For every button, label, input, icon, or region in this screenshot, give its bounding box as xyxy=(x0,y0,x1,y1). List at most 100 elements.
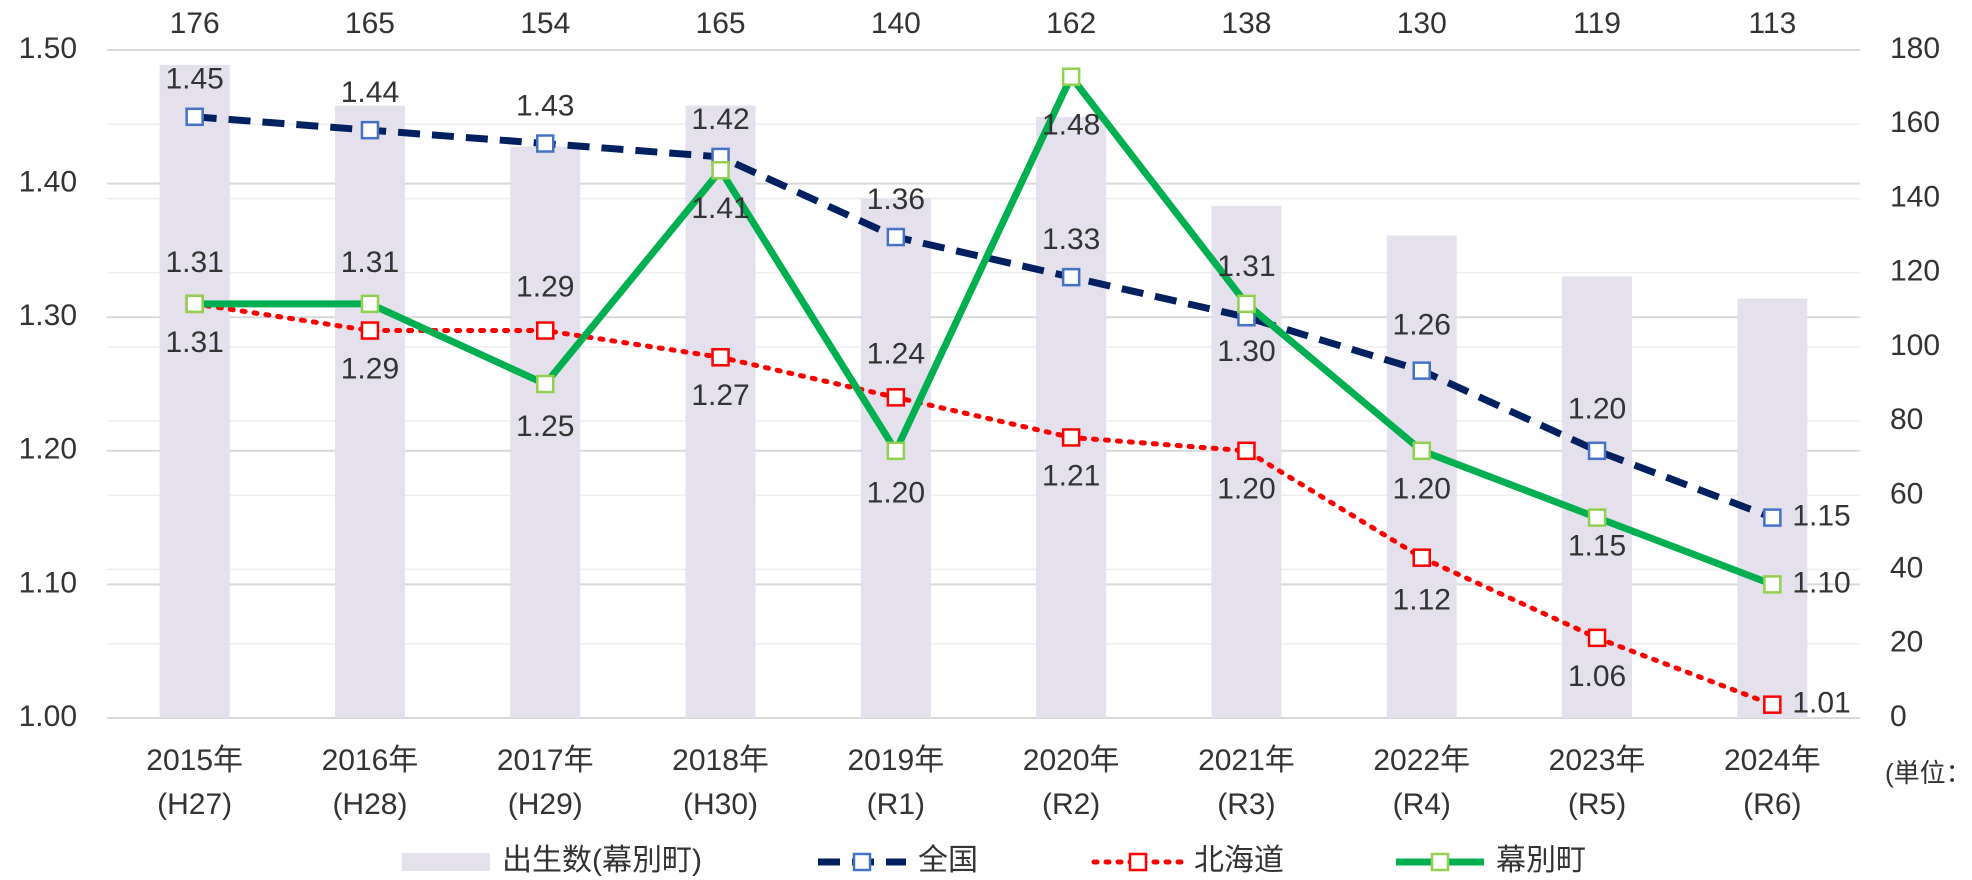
y-tick-label: 1.10 xyxy=(19,566,77,599)
bar-value-label: 113 xyxy=(1748,7,1796,40)
data-label: 1.10 xyxy=(1792,566,1850,599)
marker xyxy=(1763,695,1782,714)
marker xyxy=(536,134,555,153)
marker xyxy=(711,160,730,180)
x-tick-label: 2020年 xyxy=(1023,744,1120,777)
data-label: 1.31 xyxy=(1217,250,1275,283)
x-tick-label: 2018年 xyxy=(672,744,769,777)
marker xyxy=(1587,628,1607,648)
x-tick-label: (R3) xyxy=(1217,788,1275,821)
marker xyxy=(1061,428,1081,447)
y2-tick-label: 60 xyxy=(1890,477,1923,510)
marker xyxy=(1412,361,1431,380)
bar xyxy=(1211,205,1282,718)
bar xyxy=(1562,276,1633,718)
marker xyxy=(1763,575,1782,594)
bar-value-label: 130 xyxy=(1397,7,1447,40)
x-tick-label: 2017年 xyxy=(497,744,594,777)
y-tick-label: 1.50 xyxy=(19,32,77,65)
x-tick-label: (R1) xyxy=(867,788,925,821)
bar-value-label: 138 xyxy=(1221,7,1271,40)
data-label: 1.29 xyxy=(516,270,574,303)
marker xyxy=(1237,294,1256,314)
data-label: 1.20 xyxy=(1217,473,1275,506)
data-label: 1.20 xyxy=(867,477,925,510)
y2-tick-label: 100 xyxy=(1890,329,1940,362)
x-tick-label: (R4) xyxy=(1393,788,1451,821)
data-label: 1.36 xyxy=(867,183,925,216)
marker xyxy=(360,294,380,314)
data-label: 1.44 xyxy=(341,76,399,109)
data-label: 1.20 xyxy=(1393,473,1451,506)
bar-value-label: 176 xyxy=(170,7,220,40)
x-tick-label: 2022年 xyxy=(1373,744,1470,777)
marker xyxy=(1412,548,1431,567)
data-label: 1.48 xyxy=(1042,109,1100,142)
x-tick-label: (H29) xyxy=(508,788,583,821)
x-tick-label: 2016年 xyxy=(322,744,419,777)
marker xyxy=(360,120,380,140)
x-tick-label: (R5) xyxy=(1568,788,1626,821)
bar-value-label: 165 xyxy=(345,7,395,40)
marker xyxy=(1412,441,1431,461)
marker xyxy=(1237,441,1256,461)
data-label: 1.45 xyxy=(165,63,223,96)
x-tick-label: 2024年 xyxy=(1724,744,1821,777)
marker xyxy=(886,388,906,407)
y2-tick-label: 160 xyxy=(1890,106,1940,139)
marker xyxy=(886,441,906,461)
bar-value-label: 119 xyxy=(1573,7,1621,40)
unit-label: (単位：人) xyxy=(1885,758,1972,788)
data-label: 1.33 xyxy=(1042,223,1100,256)
x-tick-label: (H30) xyxy=(683,788,758,821)
y2-tick-label: 0 xyxy=(1890,700,1907,733)
bar-value-label: 140 xyxy=(871,7,921,40)
legend-label: 全国 xyxy=(918,844,978,877)
marker xyxy=(1061,67,1081,86)
data-label: 1.06 xyxy=(1568,660,1626,693)
x-tick-label: 2023年 xyxy=(1549,744,1646,777)
data-label: 1.15 xyxy=(1568,530,1626,563)
marker xyxy=(360,321,380,340)
x-tick-label: (H28) xyxy=(332,788,407,821)
data-label: 1.15 xyxy=(1792,500,1850,533)
data-label: 1.20 xyxy=(1568,393,1626,426)
data-label: 1.43 xyxy=(516,89,574,122)
marker xyxy=(185,294,204,314)
marker xyxy=(886,227,906,247)
legend-label: 幕別町 xyxy=(1496,844,1586,877)
marker xyxy=(1061,267,1081,287)
line xyxy=(194,70,1774,588)
legend-label: 北海道 xyxy=(1194,844,1284,877)
marker xyxy=(1763,508,1782,527)
bar-value-label: 154 xyxy=(520,7,570,40)
data-label: 1.25 xyxy=(516,410,574,443)
data-label: 1.30 xyxy=(1217,335,1275,368)
data-label: 1.26 xyxy=(1393,309,1451,342)
y2-tick-label: 180 xyxy=(1890,32,1940,65)
x-tick-label: (R6) xyxy=(1743,788,1801,821)
bar xyxy=(334,105,405,718)
bar xyxy=(1386,235,1457,719)
marker xyxy=(185,107,204,127)
legend-label: 出生数(幕別町) xyxy=(502,844,702,877)
data-label: 1.21 xyxy=(1042,459,1100,492)
legend-swatch xyxy=(402,853,490,871)
bar xyxy=(1036,116,1107,719)
data-label: 1.42 xyxy=(691,103,749,136)
data-label: 1.31 xyxy=(341,246,399,279)
data-label: 1.31 xyxy=(165,326,223,359)
data-label: 1.29 xyxy=(341,352,399,385)
y-tick-label: 1.30 xyxy=(19,299,77,332)
y-tick-label: 1.20 xyxy=(19,433,77,466)
bar xyxy=(159,64,230,719)
data-label: 1.27 xyxy=(691,379,749,412)
y-tick-label: 1.00 xyxy=(19,700,77,733)
x-tick-label: 2021年 xyxy=(1198,744,1295,777)
data-label: 1.41 xyxy=(691,192,749,225)
line xyxy=(192,301,1775,708)
y-tick-label: 1.40 xyxy=(19,166,77,199)
marker xyxy=(536,321,555,340)
x-tick-label: 2019年 xyxy=(847,744,944,777)
